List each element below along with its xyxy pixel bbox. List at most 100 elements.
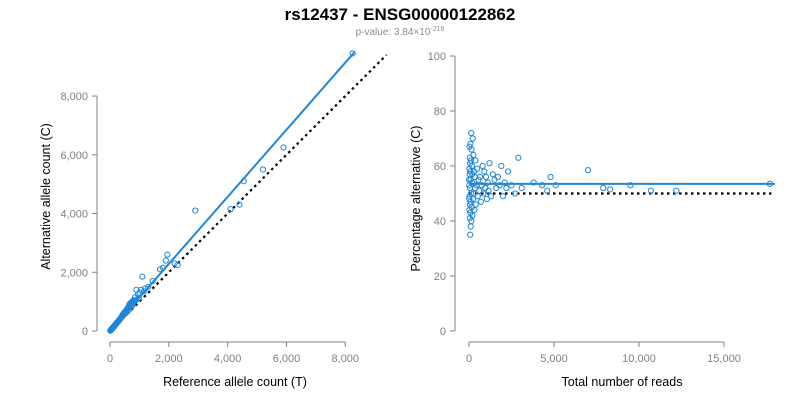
data-point (466, 193, 473, 200)
data-point (476, 187, 483, 194)
data-point (486, 160, 493, 167)
allele-count-scatter-panel: 0 2,000 4,000 6,000 8,000 0 2,000 4,000 6,000 8,0… (39, 50, 388, 389)
data-point (498, 162, 505, 170)
data-point (584, 167, 592, 174)
data-point (280, 144, 287, 151)
data-point (539, 182, 546, 189)
data-point (467, 231, 474, 238)
data-point (133, 286, 140, 293)
data-point (503, 184, 510, 192)
y-tick-label: 20 (434, 271, 446, 283)
y-axis-title: Alternative allele count (C) (39, 123, 53, 270)
data-point (607, 186, 614, 193)
data-point (465, 176, 473, 183)
x-tick-label: 8,000 (332, 353, 360, 365)
data-point (508, 182, 515, 189)
data-point (472, 201, 479, 208)
data-point (466, 154, 473, 161)
data-point (259, 166, 267, 173)
y-tick-label: 0 (82, 326, 88, 338)
data-point (349, 50, 356, 57)
data-point (491, 176, 498, 183)
data-point (156, 266, 164, 273)
x-tick-label: 15,000 (707, 353, 741, 365)
data-point (109, 324, 116, 331)
data-point (673, 187, 680, 194)
subtitle-exponent: -216 (430, 26, 444, 33)
data-point (466, 195, 473, 203)
data-point (115, 317, 122, 325)
data-point (511, 190, 519, 197)
chart-title: rs12437 - ENSG00000122862 (285, 5, 516, 24)
x-tick-label: 6,000 (273, 353, 301, 365)
data-point (122, 310, 129, 317)
data-point (479, 162, 486, 170)
data-point (145, 283, 152, 291)
data-point (131, 294, 139, 301)
data-point (466, 215, 473, 222)
data-point (482, 173, 490, 181)
chart-subtitle: p-value: 3.84×10-216 (356, 26, 445, 38)
x-tick-label: 5,000 (540, 353, 568, 365)
data-point (530, 179, 537, 186)
data-point (467, 168, 474, 175)
data-point (470, 151, 477, 159)
data-point (472, 157, 479, 164)
data-point (482, 184, 489, 192)
data-point (467, 223, 474, 230)
data-point (123, 309, 130, 316)
data-point (505, 168, 512, 175)
data-point (544, 187, 551, 194)
x-tick-label: 4,000 (214, 353, 242, 365)
data-point (488, 193, 495, 200)
data-point (162, 257, 169, 264)
data-point (547, 173, 554, 181)
data-point (129, 302, 136, 309)
y-tick-label: 2,000 (60, 267, 88, 279)
data-point (483, 195, 490, 203)
data-point (467, 140, 474, 148)
data-point (600, 184, 607, 192)
data-point (164, 251, 171, 258)
fit-line (109, 51, 355, 332)
data-point (466, 184, 474, 192)
data-point (501, 179, 508, 186)
data-point (552, 182, 559, 189)
x-axis-title: Reference allele count (T) (163, 375, 307, 389)
y-tick-label: 0 (440, 326, 446, 338)
y-tick-label: 60 (434, 161, 446, 173)
y-tick-label: 6,000 (60, 150, 88, 162)
reference-line (109, 54, 388, 332)
data-point (515, 154, 522, 161)
data-point (137, 286, 144, 293)
data-point (518, 184, 525, 192)
data-point (466, 206, 473, 214)
data-point (494, 173, 501, 181)
y-tick-label: 100 (428, 51, 446, 63)
x-tick-label: 0 (107, 353, 113, 365)
data-point (174, 261, 181, 269)
data-point (469, 135, 476, 142)
data-point (466, 165, 473, 172)
data-point (627, 182, 634, 189)
data-point (484, 179, 491, 186)
data-point (499, 193, 507, 200)
data-point (467, 157, 474, 164)
data-point (481, 168, 488, 175)
data-point (466, 143, 473, 150)
subtitle-prefix: p-value: 3.84×10 (356, 27, 431, 38)
data-point (477, 198, 484, 205)
percentage-alternative-scatter-panel: 0 20 40 60 80 100 0 5,000 10,000 15,000 Total numb… (409, 51, 775, 389)
data-point (192, 207, 199, 214)
x-tick-label: 2,000 (155, 353, 183, 365)
y-tick-label: 4,000 (60, 209, 88, 221)
data-point (468, 129, 475, 137)
data-point (474, 193, 481, 200)
data-point (493, 184, 500, 192)
x-tick-label: 0 (466, 353, 472, 365)
x-axis-title: Total number of reads (562, 375, 683, 389)
y-tick-label: 40 (434, 216, 446, 228)
data-point (171, 260, 178, 267)
data-point (647, 187, 655, 194)
